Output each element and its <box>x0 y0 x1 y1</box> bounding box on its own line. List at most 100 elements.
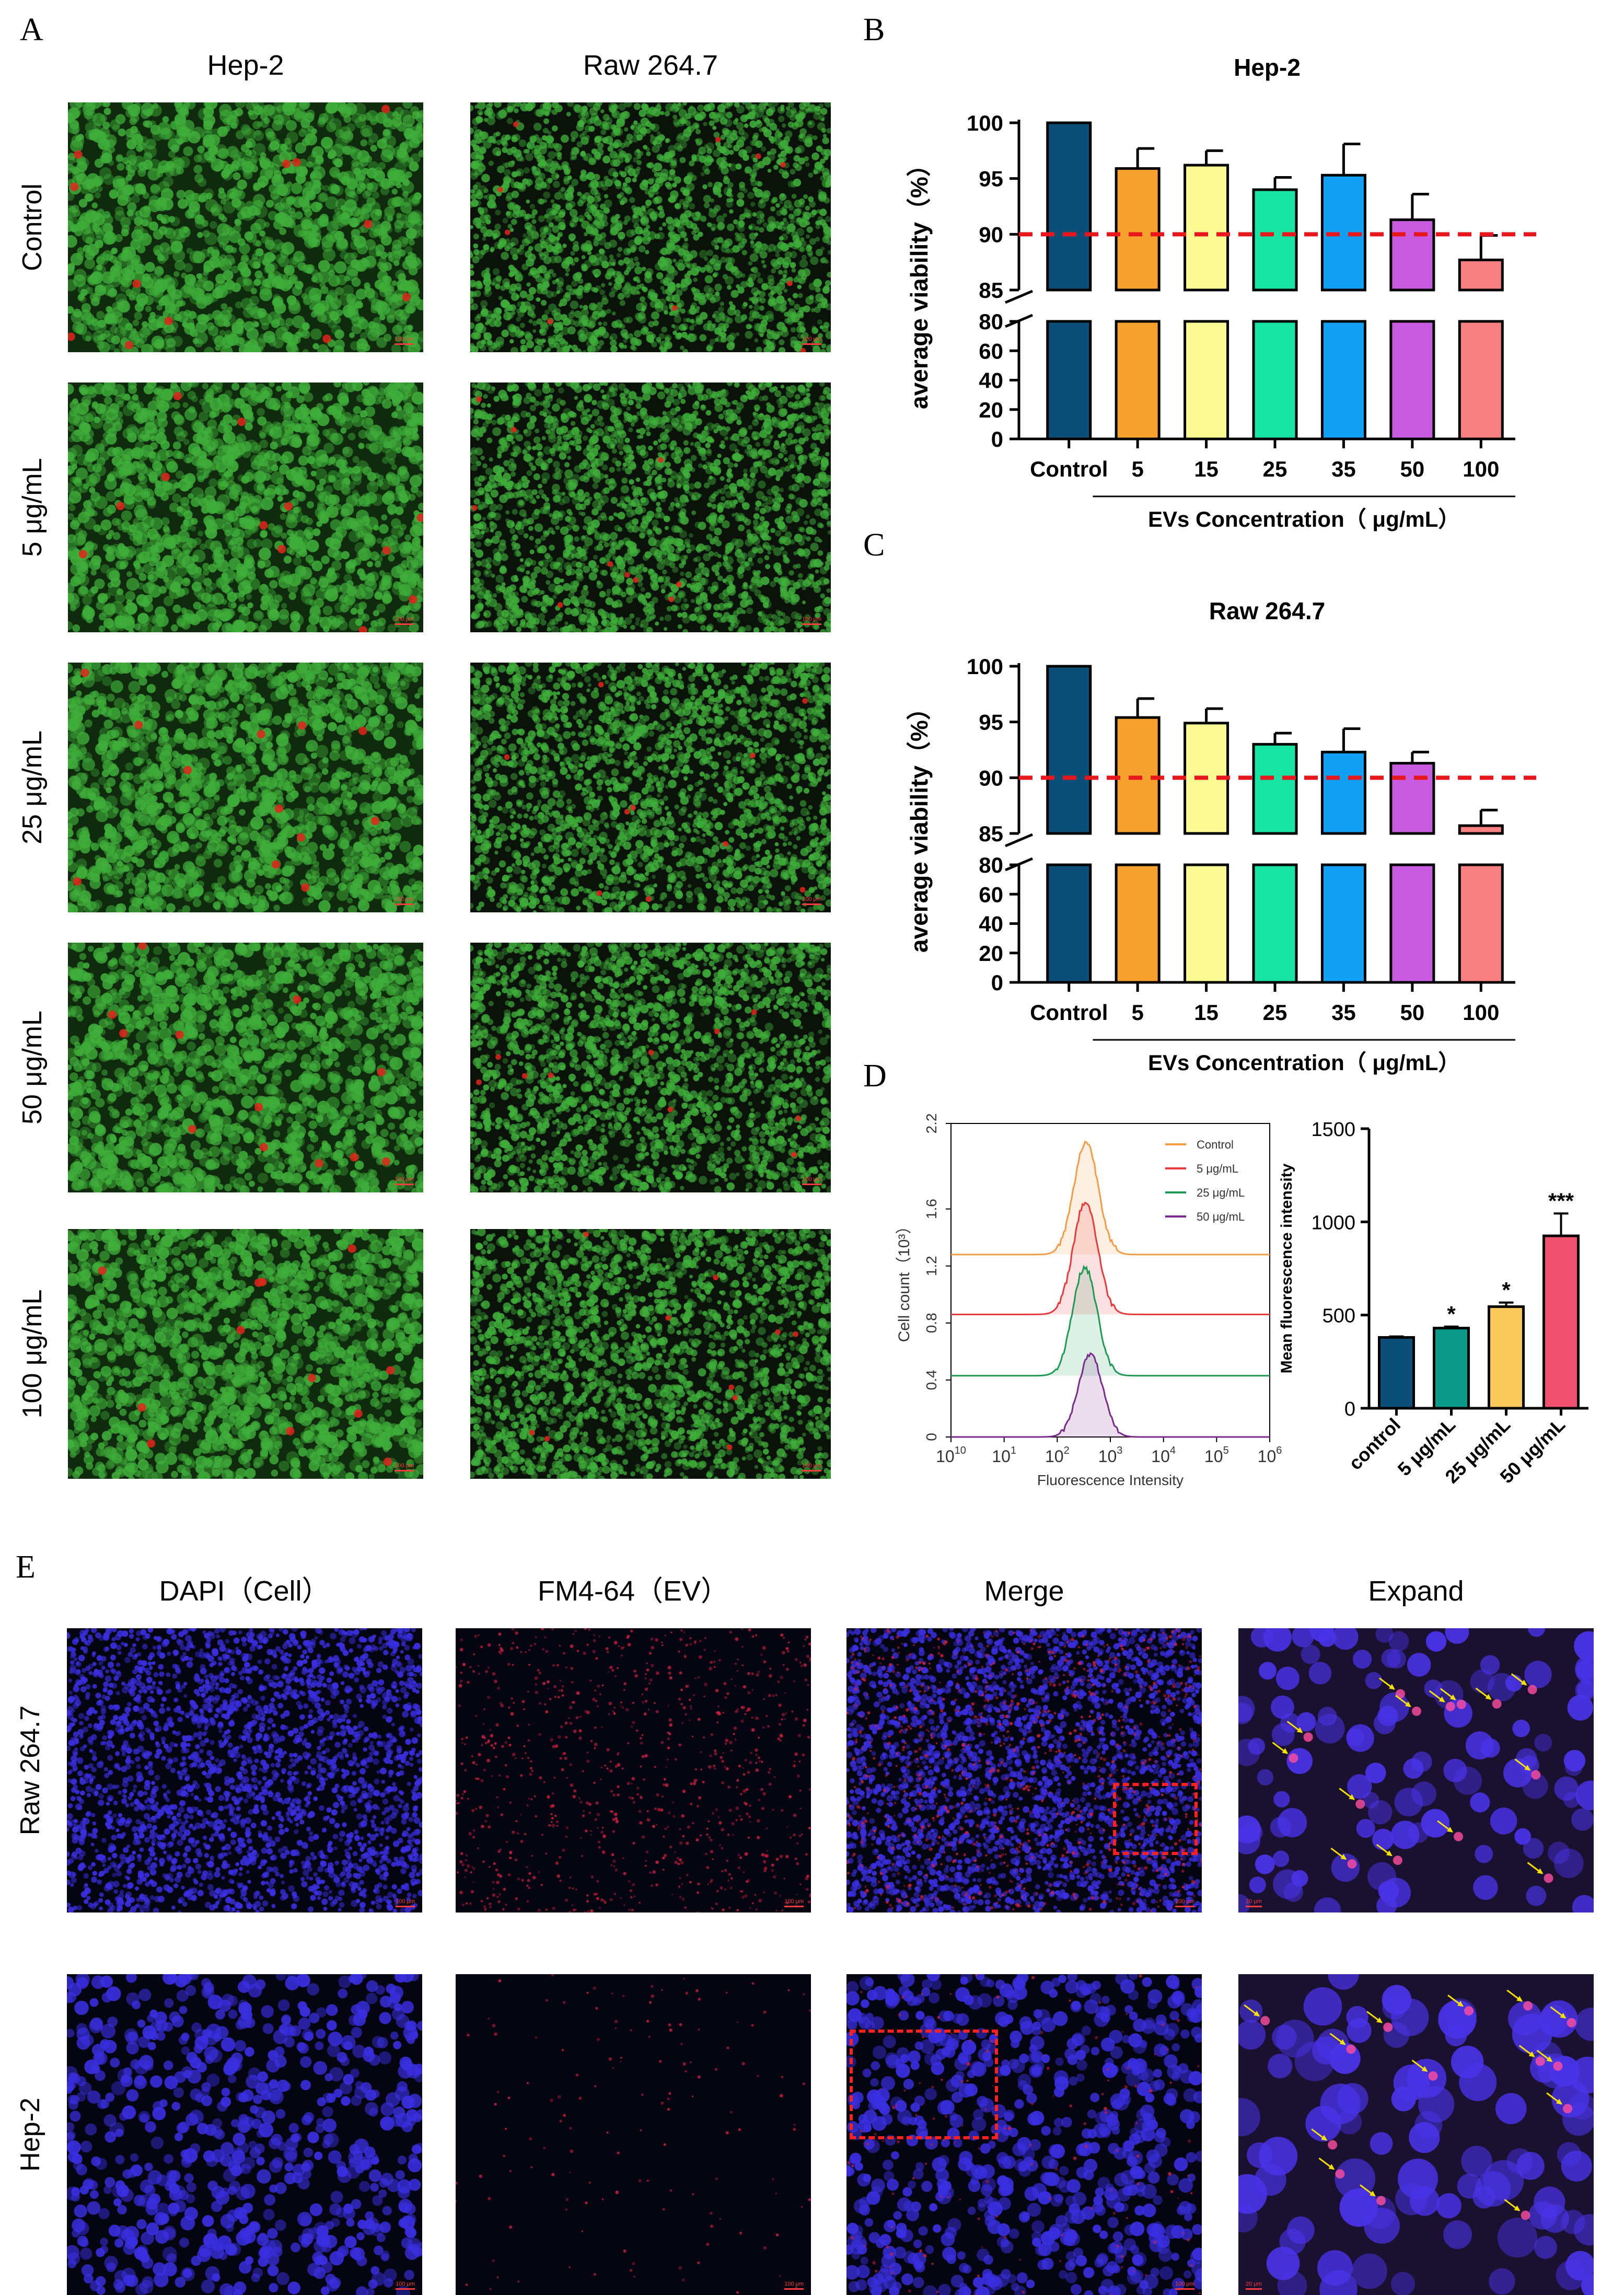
bar <box>1116 717 1159 833</box>
fluorescence-image: 100 μm <box>456 1628 811 1913</box>
scale-bar: 100 μm <box>395 616 414 625</box>
y-axis-label: Cell count（10³） <box>896 1219 913 1342</box>
panel-e-column-fm464: FM4-64（EV） <box>456 1577 811 1605</box>
x-axis-label: EVs Concentration（ μg/mL） <box>1148 507 1460 531</box>
bar-lower <box>1185 321 1228 439</box>
y-tick-label: 90 <box>979 766 1003 790</box>
scale-bar: 100 μm <box>802 896 821 905</box>
legend-label: 50 μg/mL <box>1197 1210 1245 1223</box>
micrograph-live-dead: 100 μm <box>68 1229 423 1479</box>
y-axis-label: average viability（%） <box>906 696 933 953</box>
micrograph-live-dead: 100 μm <box>470 102 831 352</box>
x-tick-label: 103 <box>1098 1445 1123 1466</box>
x-axis-label: Fluorescence Intensity <box>1037 1472 1184 1488</box>
panel-e-row-label: Raw 264.7 <box>17 1706 44 1836</box>
bar <box>1048 123 1091 290</box>
axis-break-mark <box>1005 834 1033 846</box>
y-tick-label: 0.4 <box>923 1370 939 1390</box>
micrograph-live-dead: 100 μm <box>470 383 831 632</box>
scale-bar: 100 μm <box>395 1176 414 1185</box>
x-tick-label: 35 <box>1331 457 1356 481</box>
chart-title: Hep-2 <box>1234 54 1301 81</box>
panel-e-column-expand: Expand <box>1238 1577 1594 1605</box>
y-tick-label: 100 <box>967 654 1003 679</box>
scale-bar: 100 μm <box>802 336 821 345</box>
y-tick-label: 80 <box>979 309 1003 334</box>
y-tick-label: 1000 <box>1311 1212 1355 1234</box>
legend-label: Control <box>1197 1138 1234 1151</box>
x-tick-label: 25 <box>1263 457 1287 481</box>
x-axis-label: EVs Concentration（ μg/mL） <box>1148 1050 1460 1075</box>
bar-lower <box>1116 865 1159 982</box>
x-tick-label: 105 <box>1204 1445 1229 1466</box>
significance-marker: * <box>1447 1302 1456 1326</box>
x-tick-label: 101 <box>992 1445 1016 1466</box>
y-axis-label: Mean fluorescence intensity <box>1278 1163 1295 1373</box>
micrograph-live-dead: 100 μm <box>68 663 423 912</box>
legend-label: 25 μg/mL <box>1197 1186 1245 1199</box>
y-tick-label: 40 <box>979 912 1003 936</box>
micrograph-live-dead: 100 μm <box>68 943 423 1192</box>
panel-letter-c: C <box>863 529 885 561</box>
x-tick-label: 102 <box>1045 1445 1070 1466</box>
significance-marker: *** <box>1548 1188 1574 1213</box>
zoom-region-box <box>850 2030 998 2139</box>
y-tick-label: 90 <box>979 222 1003 247</box>
chart-title: Raw 264.7 <box>1209 597 1325 624</box>
fluorescence-image: 20 μm <box>1238 1974 1594 2295</box>
panel-e-row-label: Hep-2 <box>17 2097 44 2172</box>
scale-bar: 100 μm <box>784 1898 804 1907</box>
bar <box>1391 763 1434 833</box>
bar-lower <box>1048 865 1091 982</box>
y-tick-label: 95 <box>979 167 1003 191</box>
scale-bar: 20 μm <box>1246 1898 1262 1907</box>
y-tick-label: 0 <box>991 970 1003 995</box>
y-tick-label: 1500 <box>1311 1119 1355 1141</box>
fluorescence-image: 100 μm <box>67 1974 422 2295</box>
x-tick-label: 100 <box>1463 1000 1499 1025</box>
x-tick-label: Control <box>1030 1000 1108 1025</box>
scale-bar: 100 μm <box>1175 2281 1194 2290</box>
bar-lower <box>1185 865 1228 982</box>
x-tick-label: 1010 <box>936 1445 966 1466</box>
bar <box>1544 1236 1579 1408</box>
scale-bar: 100 μm <box>802 616 821 625</box>
bar <box>1322 752 1365 833</box>
y-tick-label: 0 <box>923 1433 939 1441</box>
y-tick-label: 1.6 <box>923 1199 939 1219</box>
significance-marker: * <box>1502 1278 1511 1302</box>
x-tick-label: 5 <box>1131 457 1143 481</box>
bar <box>1254 190 1296 290</box>
x-tick-label: 15 <box>1194 457 1219 481</box>
scale-bar: 100 μm <box>396 1898 415 1907</box>
bar <box>1254 744 1296 833</box>
scale-bar: 20 μm <box>1246 2281 1262 2290</box>
x-tick-label: 25 <box>1263 1000 1287 1025</box>
panel-e-column-merge: Merge <box>846 1577 1202 1605</box>
bar-lower <box>1322 865 1365 982</box>
panel-letter-e: E <box>16 1551 36 1583</box>
x-tick-label: Control <box>1030 457 1108 481</box>
bar-lower <box>1391 321 1434 439</box>
scale-bar: 100 μm <box>802 1463 821 1471</box>
zoom-region-box <box>1113 1783 1198 1855</box>
panel-a-column-hep2: Hep-2 <box>68 51 423 79</box>
panel-a-row-label: 100 μg/mL <box>19 1290 46 1419</box>
bar-lower <box>1459 865 1502 982</box>
bar <box>1185 165 1228 290</box>
bar-lower <box>1254 865 1296 982</box>
histogram-fill <box>951 1267 1270 1376</box>
micrograph-live-dead: 100 μm <box>470 943 831 1192</box>
x-tick-label: 50 <box>1400 1000 1424 1025</box>
bar <box>1048 666 1091 833</box>
scale-bar: 100 μm <box>802 1176 821 1185</box>
x-tick-label: 35 <box>1331 1000 1356 1025</box>
bar <box>1391 220 1434 290</box>
scale-bar: 100 μm <box>784 2281 804 2290</box>
bar-lower <box>1322 321 1365 439</box>
scale-bar: 100 μm <box>395 336 414 345</box>
panel-letter-a: A <box>20 14 43 46</box>
bar-lower <box>1254 321 1296 439</box>
